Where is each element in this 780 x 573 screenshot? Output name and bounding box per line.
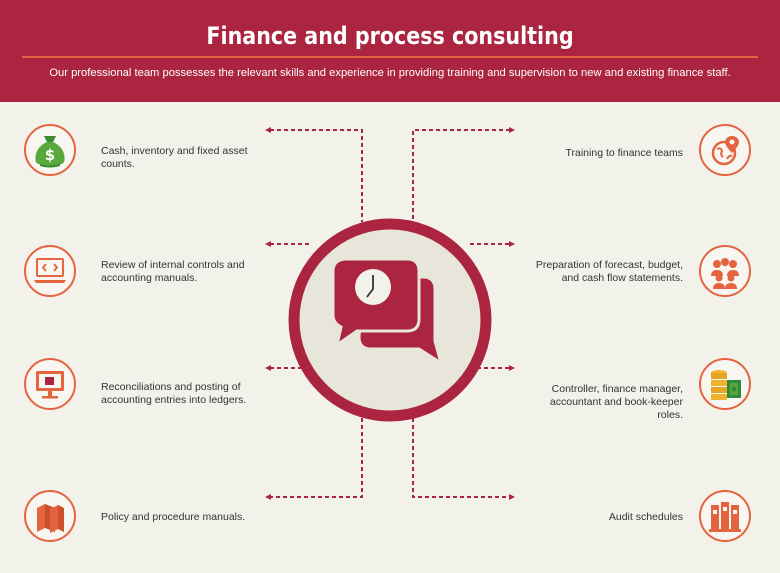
list-item-text: Training to finance teams (565, 147, 683, 159)
coins-cash-icon (699, 358, 751, 410)
list-item-text: Reconciliations and posting of accountin… (101, 381, 247, 406)
list-item-text: Controller, finance manager, accountant … (549, 383, 683, 421)
header-banner: Finance and process consulting Our profe… (0, 0, 780, 102)
page-subtitle: Our professional team possesses the rele… (49, 67, 731, 79)
list-item-text: Policy and procedure manuals. (101, 511, 246, 523)
header-divider (22, 56, 758, 58)
list-item-text: Preparation of forecast, budget, and cas… (535, 259, 683, 284)
page-title: Finance and process consulting (206, 22, 574, 50)
money-bag-icon: $ (24, 124, 76, 176)
list-item-text: Cash, inventory and fixed asset counts. (101, 145, 248, 170)
globe-location-icon (699, 124, 751, 176)
team-icon (699, 245, 751, 297)
svg-text:$: $ (45, 146, 55, 164)
monitor-icon (24, 358, 76, 410)
list-item-text: Review of internal controls and accounti… (101, 259, 245, 284)
chat-clock-icon (288, 218, 492, 422)
books-icon (24, 490, 76, 542)
binders-icon (699, 490, 751, 542)
list-item-text: Audit schedules (608, 511, 683, 523)
computer-code-icon (24, 245, 76, 297)
